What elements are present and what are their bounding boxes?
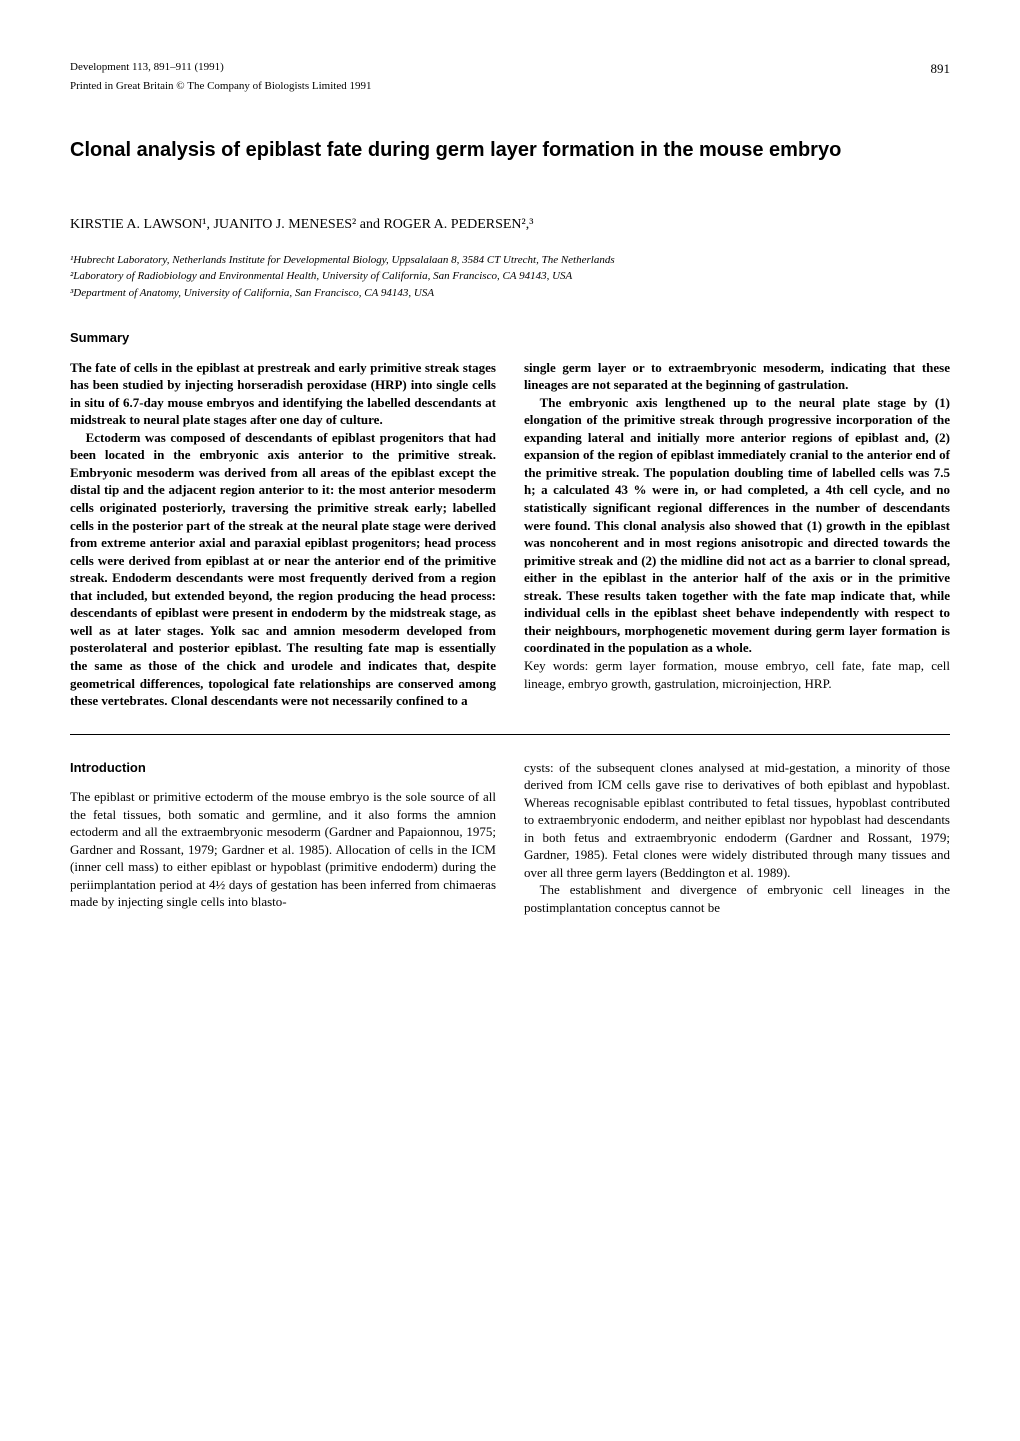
summary-p1: The fate of cells in the epiblast at pre… [70,359,496,429]
summary-p3: single germ layer or to extraembryonic m… [524,359,950,394]
introduction-section: Introduction The epiblast or primitive e… [70,759,950,917]
intro-p2: cysts: of the subsequent clones analysed… [524,759,950,882]
affiliation-3: ³Department of Anatomy, University of Ca… [70,286,950,301]
affiliation-2: ²Laboratory of Radiobiology and Environm… [70,269,950,284]
introduction-heading: Introduction [70,759,496,777]
summary-heading: Summary [70,329,950,347]
intro-p1: The epiblast or primitive ectoderm of th… [70,788,496,911]
journal-info-line1: Development 113, 891–911 (1991) [70,60,950,75]
article-title: Clonal analysis of epiblast fate during … [70,134,950,166]
intro-p3: The establishment and divergence of embr… [524,881,950,916]
summary-body: The fate of cells in the epiblast at pre… [70,359,950,710]
summary-p4: The embryonic axis lengthened up to the … [524,394,950,657]
keywords: Key words: germ layer formation, mouse e… [524,657,950,692]
page-number: 891 [931,60,951,78]
authors: KIRSTIE A. LAWSON¹, JUANITO J. MENESES² … [70,216,950,235]
journal-info-line2: Printed in Great Britain © The Company o… [70,79,950,94]
summary-p2: Ectoderm was composed of descendants of … [70,429,496,710]
affiliation-1: ¹Hubrecht Laboratory, Netherlands Instit… [70,253,950,268]
section-divider [70,734,950,735]
